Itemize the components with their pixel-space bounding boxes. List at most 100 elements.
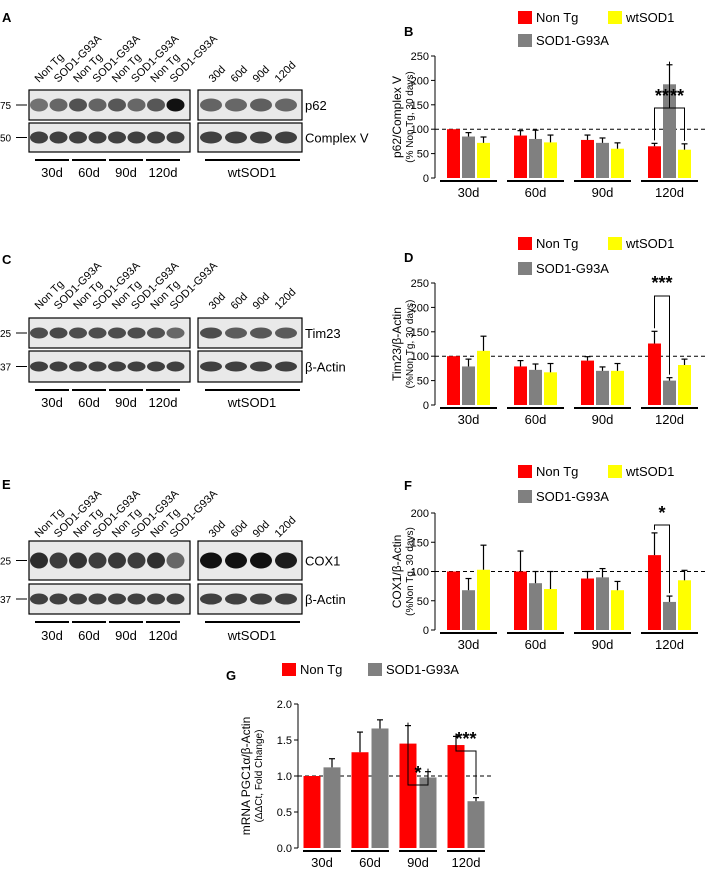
group-label: 30d (41, 165, 63, 180)
band (49, 593, 68, 605)
y-axis-sublabel: (%Non Tg, 30 days) (405, 300, 416, 389)
legend-label: SOD1-G93A (536, 489, 609, 504)
band (88, 131, 107, 144)
group-label: 90d (115, 395, 137, 410)
bar-chart-panel-f: F Non Tg wtSOD1 SOD1-G93A 0 50 100 150 200 COX1/β… (390, 464, 707, 652)
y-tick-label: 100 (411, 351, 429, 363)
group-label: 60d (78, 395, 100, 410)
legend-swatch (518, 262, 532, 275)
y-tick-label: 200 (411, 508, 429, 520)
bar (462, 136, 475, 178)
band (108, 131, 126, 144)
bar (477, 142, 490, 178)
panel-label: C (2, 252, 12, 267)
y-tick-label: 150 (411, 327, 429, 339)
band (225, 98, 247, 112)
band (127, 327, 146, 339)
group-label: 120d (149, 165, 178, 180)
bar (611, 590, 624, 630)
legend-swatch (608, 11, 622, 24)
band (147, 131, 165, 144)
band (200, 327, 222, 339)
band (200, 552, 222, 569)
bar (462, 366, 475, 405)
y-axis-label: mRNA PGC1α/β-Actin (239, 717, 253, 836)
band (147, 361, 165, 372)
legend-swatch (518, 465, 532, 478)
band (250, 98, 272, 112)
band-name: Tim23 (305, 326, 341, 341)
band (30, 131, 48, 144)
lane-label: 60d (229, 519, 250, 540)
band (200, 593, 222, 605)
band (166, 98, 185, 112)
band (200, 131, 222, 144)
band (30, 361, 48, 372)
band (88, 593, 107, 605)
y-tick-label: 150 (411, 100, 429, 112)
x-tick-label: 120d (655, 637, 684, 652)
group-label: wtSOD1 (227, 628, 276, 643)
x-tick-label: 120d (655, 185, 684, 200)
legend-label: wtSOD1 (625, 464, 674, 479)
band (108, 327, 126, 339)
bar (596, 577, 609, 630)
band (166, 361, 185, 372)
y-axis-label: p62/Complex V (390, 76, 404, 158)
band (69, 552, 87, 569)
band (69, 593, 87, 605)
x-tick-label: 30d (458, 637, 480, 652)
bar-chart-panel-b: B Non Tg wtSOD1 SOD1-G93A 0 50 100 150 200 250 p62… (390, 10, 707, 200)
legend-label: Non Tg (300, 662, 342, 677)
legend-swatch (518, 34, 532, 47)
group-label: 120d (149, 628, 178, 643)
bar (529, 138, 542, 178)
band (225, 327, 247, 339)
band (88, 327, 107, 339)
legend-label: SOD1-G93A (536, 261, 609, 276)
band (166, 327, 185, 339)
band (225, 361, 247, 372)
y-tick-label: 0 (423, 173, 429, 185)
band (275, 552, 297, 569)
legend-label: SOD1-G93A (536, 33, 609, 48)
bar (447, 571, 460, 630)
band (275, 361, 297, 372)
band (166, 593, 185, 605)
mw-marker: 37 (0, 363, 12, 374)
band (275, 131, 297, 144)
band-name: Complex V (305, 131, 369, 146)
band (30, 552, 48, 569)
y-tick-label: 50 (417, 376, 429, 388)
mw-marker: 25 (0, 329, 12, 340)
y-tick-label: 100 (411, 124, 429, 136)
lane-label: 90d (251, 291, 272, 312)
band (250, 593, 272, 605)
legend-swatch (518, 237, 532, 250)
band-name: β-Actin (305, 360, 346, 375)
legend-swatch (368, 663, 382, 676)
significance-label: *** (651, 273, 672, 293)
bar (663, 380, 676, 405)
lane-label: 120d (273, 286, 299, 312)
legend-swatch (282, 663, 296, 676)
lane-label: 120d (273, 59, 299, 85)
x-tick-label: 30d (311, 855, 333, 870)
y-axis-sublabel: (ΔΔCt, Fold Change) (254, 730, 265, 823)
group-label: 60d (78, 628, 100, 643)
band (69, 131, 87, 144)
bar (477, 350, 490, 405)
bar (544, 142, 557, 178)
lane-label: 60d (229, 64, 250, 85)
group-label: 90d (115, 628, 137, 643)
band (166, 552, 185, 569)
panel-label: G (226, 668, 236, 683)
x-tick-label: 90d (592, 185, 614, 200)
band (30, 98, 48, 112)
group-label: 30d (41, 395, 63, 410)
mw-marker: 25 (0, 557, 12, 568)
band (225, 131, 247, 144)
x-tick-label: 60d (525, 412, 547, 427)
bar (678, 149, 691, 178)
